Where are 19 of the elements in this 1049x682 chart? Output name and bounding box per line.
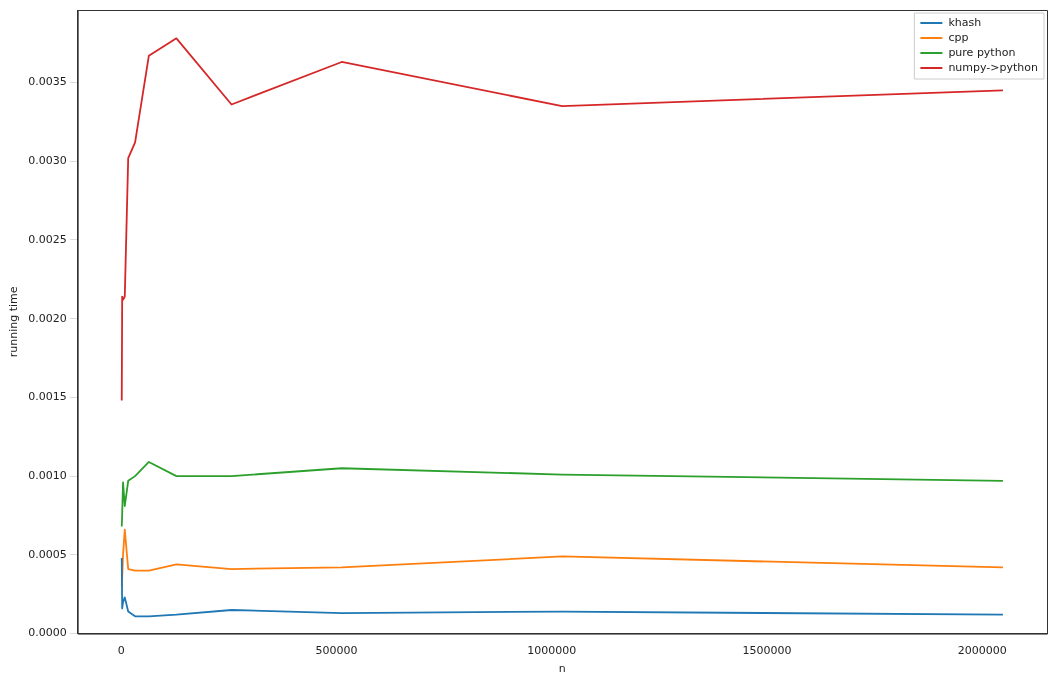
y-axis-title: running time [7,286,21,358]
x-tick-label: 1000000 [527,644,577,658]
x-tick-label: 500000 [315,644,358,658]
x-tick-label: 2000000 [957,644,1007,658]
x-tick-label: 0 [117,644,125,658]
x-tick-label: 1500000 [742,644,792,658]
legend-label: numpy->python [948,60,1039,74]
legend-label: khash [948,15,982,29]
y-tick-label: 0.0005 [28,547,67,561]
y-tick-label: 0.0035 [28,75,67,89]
y-tick-label: 0.0030 [28,154,67,168]
y-tick-label: 0.0025 [28,232,67,246]
legend-label: cpp [948,30,969,44]
y-tick-label: 0.0000 [28,626,67,640]
x-axis-title: n [558,662,566,676]
y-tick-label: 0.0010 [28,468,67,482]
y-tick-label: 0.0015 [28,390,67,404]
y-tick-label: 0.0020 [28,311,67,325]
legend-label: pure python [948,45,1016,59]
